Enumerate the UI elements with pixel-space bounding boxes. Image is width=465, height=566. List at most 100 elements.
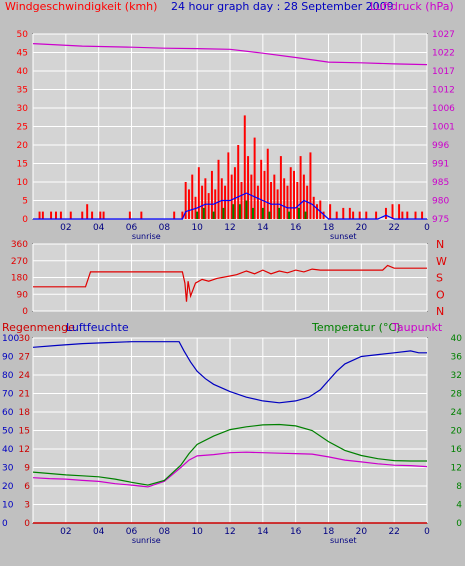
humidity-y-tick: 100 — [2, 334, 19, 344]
wind-bar — [391, 204, 394, 219]
wind-average-line — [33, 192, 427, 220]
rain-y-tick: 18 — [19, 408, 31, 418]
wind-bar — [237, 145, 240, 219]
wind-bar — [266, 148, 269, 219]
humidity-y-tick: 0 — [2, 519, 8, 529]
wind-bar — [210, 170, 213, 219]
rain-y-tick: 27 — [19, 353, 30, 363]
wind-bar — [197, 167, 200, 219]
wind-axis-title: Windgeschwindigkeit (kmh) — [5, 0, 157, 13]
wind-bar — [406, 211, 409, 219]
wind-bar — [243, 115, 246, 219]
direction-y-tick: 0 — [22, 307, 28, 317]
humidity-y-tick: 50 — [2, 427, 14, 437]
wind-bar — [99, 211, 102, 219]
sunrise-label: sunrise — [132, 536, 161, 545]
wind-bar — [250, 174, 253, 219]
rain-y-tick: 24 — [19, 371, 31, 381]
wind-y-tick: 35 — [17, 86, 28, 96]
pressure-y-tick: 985 — [432, 178, 449, 188]
humidity-y-tick: 80 — [2, 371, 14, 381]
wind-min-bar — [251, 207, 254, 219]
direction-y-tick: 270 — [11, 257, 28, 267]
x-tick-label: 22 — [388, 223, 399, 233]
wind-bar — [384, 207, 387, 219]
wind-bar — [329, 204, 332, 219]
x-tick-label: 12 — [224, 527, 235, 537]
wind-bar — [296, 182, 299, 219]
wind-y-tick: 50 — [17, 30, 29, 40]
x-tick-label: 04 — [93, 527, 105, 537]
wind-bar — [273, 174, 276, 219]
wind-bar — [352, 211, 355, 219]
wind-bar — [220, 178, 223, 219]
wind-y-tick: 15 — [17, 160, 28, 170]
x-tick-label: 18 — [323, 223, 335, 233]
x-tick-label: 20 — [356, 527, 368, 537]
wind-bar — [414, 211, 417, 219]
humidity-y-tick: 60 — [2, 408, 14, 418]
wind-min-bar — [297, 207, 300, 219]
sunset-label: sunset — [330, 536, 357, 545]
x-tick-label: 06 — [126, 527, 138, 537]
wind-y-tick: 20 — [17, 141, 29, 151]
wind-bar — [358, 211, 361, 219]
temperature-line — [32, 423, 427, 486]
wind-bar — [256, 185, 259, 219]
pressure-axis-title: Luftdruck (hPa) — [370, 0, 454, 13]
wind-bar — [187, 189, 190, 219]
rain-y-tick: 0 — [24, 519, 30, 529]
wind-bar — [263, 170, 266, 219]
pressure-y-tick: 1012 — [432, 86, 455, 96]
pressure-y-tick: 1001 — [432, 123, 455, 133]
x-tick-label: 16 — [290, 527, 302, 537]
temperature-y-tick: 4 — [456, 501, 462, 511]
wind-min-bar — [196, 211, 199, 219]
humidity-y-tick: 20 — [2, 482, 14, 492]
temperature-humidity-panel: 0369121518212427300102030405060708090100… — [2, 334, 462, 545]
compass-label: N — [436, 238, 444, 251]
wind-bar — [319, 200, 322, 219]
wind-y-tick: 45 — [17, 49, 28, 59]
x-tick-label: 14 — [257, 223, 269, 233]
wind-bar — [181, 211, 184, 219]
dewpoint-line — [32, 451, 428, 488]
wind-bar — [50, 211, 53, 219]
wind-min-bar — [202, 207, 205, 219]
temperature-y-tick: 0 — [456, 519, 462, 529]
temperature-y-tick: 36 — [451, 353, 463, 363]
wind-y-tick: 30 — [17, 104, 29, 114]
temperature-y-tick: 24 — [451, 408, 463, 418]
wind-bar — [128, 211, 131, 219]
wind-bar — [286, 185, 289, 219]
wind-bar — [283, 178, 286, 219]
wind-y-tick: 40 — [17, 67, 29, 77]
wind-bar — [312, 196, 315, 219]
wind-bar — [54, 211, 57, 219]
x-tick-label: 0 — [424, 223, 430, 233]
x-tick-label: 08 — [159, 527, 171, 537]
x-tick-label: 20 — [356, 223, 368, 233]
wind-y-tick: 5 — [22, 197, 28, 207]
wind-bar — [253, 137, 256, 219]
humidity-y-tick: 10 — [2, 501, 14, 511]
direction-y-tick: 180 — [11, 274, 28, 284]
x-tick-label: 22 — [388, 527, 399, 537]
wind-bar — [191, 174, 194, 219]
compass-label: W — [436, 255, 447, 268]
wind-bar — [217, 159, 220, 219]
x-tick-label: 02 — [60, 527, 71, 537]
wind-min-bar — [232, 204, 235, 219]
pressure-y-tick: 996 — [432, 141, 449, 151]
wind-bar — [227, 152, 230, 219]
wind-bar — [279, 156, 282, 219]
wind-min-bar — [261, 207, 264, 219]
temperature-y-tick: 40 — [451, 334, 463, 344]
pressure-y-tick: 1017 — [432, 67, 455, 77]
rain-y-tick: 9 — [24, 464, 30, 474]
x-tick-label: 12 — [224, 223, 235, 233]
rain-y-tick: 6 — [24, 482, 30, 492]
direction-y-tick: 90 — [17, 290, 29, 300]
